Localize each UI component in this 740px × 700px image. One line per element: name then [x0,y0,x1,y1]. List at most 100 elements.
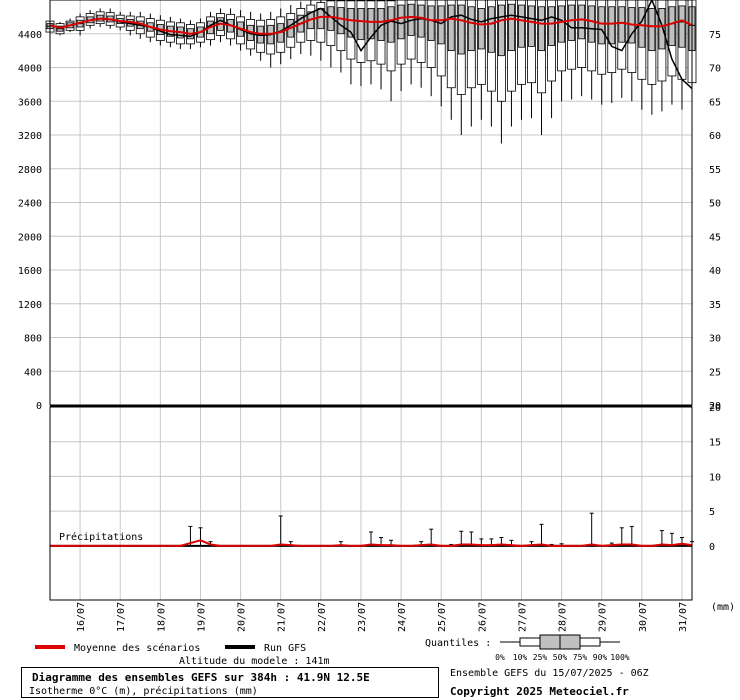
precip-mean-segment [501,543,512,547]
box-p25-p75 [558,5,565,43]
precip-mean-segment [531,543,542,547]
precip-mean-segment [180,542,191,547]
box-p25-p75 [467,6,475,52]
y-left-tick-label: 4400 [18,30,42,41]
copyright-label: Copyright 2025 Meteociel.fr [450,685,629,698]
precip-mean-segment [541,543,552,547]
precip-mean-segment [521,544,532,547]
y-precip-tick-label: 20 [709,403,721,414]
box-p25-p75 [387,6,395,43]
precip-mean-segment [451,543,462,547]
ensemble-box [637,0,647,110]
y-right-tick-label: 25 [709,367,721,378]
bottom-panel-frame [49,406,693,601]
y-right-tick-label: 55 [709,165,721,176]
box-p25-p75 [487,6,495,53]
ensemble-box [577,0,587,97]
y-left-tick-label: 4000 [18,64,42,75]
quantile-legend: 0% 10% 25% 50% 75% 90% 100% [495,634,630,662]
y-left-tick-label: 0 [36,401,42,412]
ensemble-box [436,0,446,107]
ensemble-label: Ensemble GEFS du 15/07/2025 - 06Z [450,668,649,679]
box-p25-p75 [548,6,555,46]
box-p25-p75 [477,8,485,50]
ensemble-box [286,5,296,60]
legend-run-label: Run GFS [264,643,306,654]
precip-mean-segment [631,543,642,547]
ensemble-box [446,0,456,120]
ensemble-box [396,0,406,92]
legend-mean-label: Moyenne des scénarios [74,642,200,654]
y-right-tick-label: 30 [709,334,721,345]
ensemble-box [256,13,266,61]
box-p25-p75 [528,5,535,47]
precip-mean-segment [411,544,422,547]
y-left-tick-label: 1200 [18,300,42,311]
chart-subtitle: Isotherme 0°C (m), précipitations (mm) [29,686,258,697]
precip-mean-segment [190,539,201,545]
box-p25-p75 [508,3,515,52]
precip-mean-segment [491,543,502,547]
x-date-label: 17/07 [116,602,127,632]
ensemble-box [386,0,396,102]
box-p25-p75 [648,8,656,52]
x-date-label: 18/07 [156,602,167,632]
y-left-tick-label: 400 [24,367,42,378]
ensemble-box [176,18,185,49]
y-right-tick-label: 45 [709,232,721,243]
precip-unit-label: (mm) [711,602,735,613]
box-p25-p75 [447,4,455,52]
x-date-label: 26/07 [477,602,488,632]
altitude-label: Altitude du modele : 141m [179,656,330,667]
precipitation-layer [50,512,694,547]
labels-layer: 16/07 17/07 18/07 19/07 20/07 21/07 22/07 23/07… [18,30,721,632]
ensemble-box [677,0,687,110]
x-date-label: 23/07 [357,602,368,632]
y-left-tick-label: 1600 [18,266,42,277]
quantiles-label: Quantiles : [425,638,491,649]
precip-mean-segment [370,543,382,547]
x-date-label: 25/07 [437,602,448,632]
precip-mean-segment [471,543,482,547]
ensemble-box [346,0,356,85]
precip-mean-segment [601,544,612,547]
x-date-label: 20/07 [237,602,248,632]
x-date-label: 29/07 [598,602,609,632]
y-precip-tick-label: 0 [709,542,715,553]
x-date-label: 19/07 [196,602,207,632]
ensemble-box [306,0,316,56]
precip-mean-segment [340,544,352,547]
box-p25-p75 [598,6,606,45]
precip-mean-segment [611,543,622,547]
y-precip-tick-label: 5 [709,507,715,518]
x-date-label: 28/07 [558,602,569,632]
run-gfs-line [49,0,693,90]
quantile-tick-label: 50% [553,653,568,662]
ensemble-box [557,0,566,102]
ensemble-box [627,0,637,102]
ensemble-box [426,0,436,97]
precip-mean-segment [431,543,442,547]
box-p25-p75 [538,6,545,52]
ensemble-box [647,0,657,115]
quantile-tick-label: 25% [533,653,548,662]
precip-mean-segment [280,543,291,547]
ensemble-box [366,0,376,85]
y-left-tick-label: 2400 [18,199,42,210]
ensemble-box [416,0,426,88]
precip-mean-segment [681,542,693,547]
axes-layer [49,0,693,601]
precip-mean-segment [390,544,402,547]
precip-mean-segment [671,542,683,547]
box-p25-p75 [578,4,586,40]
precip-mean-segment [210,543,221,547]
precip-mean-segment [360,543,372,547]
ensemble-box [406,0,416,85]
ensemble-box [456,0,466,135]
info-box: Diagramme des ensembles GEFS sur 384h : … [21,667,439,698]
lines-layer [49,0,693,90]
box-p25-p75 [498,4,505,57]
y-left-tick-label: 2000 [18,232,42,243]
box-p25-p75 [337,7,345,35]
quantile-tick-label: 90% [593,653,608,662]
